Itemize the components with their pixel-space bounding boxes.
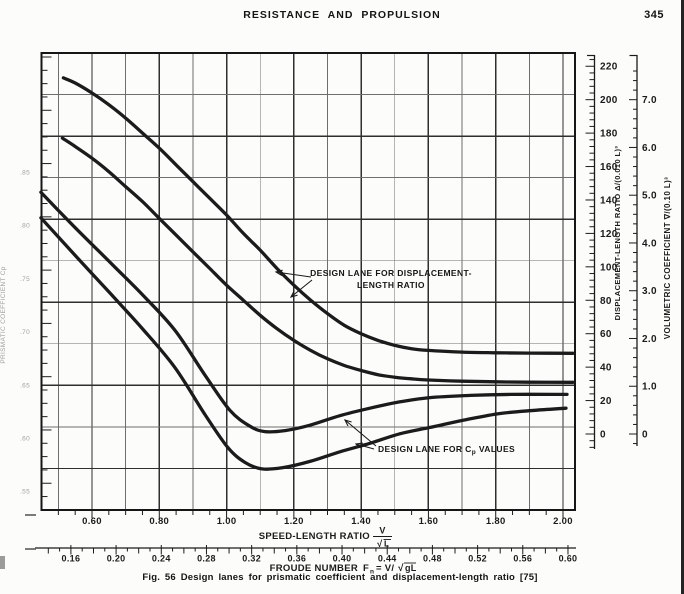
annotation-text: DESIGN LANE FOR C <box>378 444 472 454</box>
page-header-title: RESISTANCE AND PROPULSION <box>243 9 441 21</box>
x-axis-tick-label: 2.00 <box>553 516 573 527</box>
x-axis-tick-label: 1.00 <box>217 516 237 527</box>
volumetric-tick-label: 7.0 <box>642 95 657 106</box>
froude-axis: 0.16 0.20 0.24 0.28 0.32 0.36 0.40 0.44 0.48 0.52… <box>35 545 577 576</box>
figure-caption: Fig. 56 Design lanes for prismatic coeff… <box>142 572 538 583</box>
speed-length-axis: 0.60 0.80 1.00 1.20 1.40 1.60 1.80 2.00 SPEED-LE… <box>57 510 573 550</box>
radical-sign: √ <box>377 539 383 550</box>
volumetric-tick-label: 4.0 <box>642 238 657 249</box>
annotation-text: VALUES <box>476 444 516 454</box>
cp-axis-tick-label: .55 <box>20 489 30 496</box>
plot-border <box>40 52 576 511</box>
froude-tick-label: 0.56 <box>513 554 532 564</box>
cp-axis: .85 .80 .75 .70 .65 .60 .55 PRISMATIC COEFFICIE… <box>0 56 52 498</box>
cp-axis-tick-label: .75 <box>20 276 30 283</box>
displacement-tick-label: 140 <box>600 195 618 206</box>
design-lane-curves <box>39 76 575 471</box>
annotation-arrows <box>276 272 377 450</box>
scan-artifact-dash <box>25 514 36 516</box>
froude-tick-label: 0.60 <box>559 554 578 564</box>
speed-length-frac-numerator: V <box>379 526 385 536</box>
x-axis-tick-label: 1.60 <box>419 516 439 527</box>
froude-tick-label: 0.36 <box>287 554 306 564</box>
displacement-tick-label: 220 <box>600 62 618 73</box>
froude-tick-label: 0.24 <box>152 554 171 564</box>
annotation-displacement-lane: DESIGN LANE FOR DISPLACEMENT- LENGTH RAT… <box>306 267 476 292</box>
displacement-tick-label: 80 <box>600 296 612 307</box>
volumetric-tick-label: 6.0 <box>642 143 657 154</box>
volumetric-axis-title: VOLUMETRIC COEFFICIENT ∇/(0.10 L)³ <box>663 177 672 340</box>
froude-tick-label: 0.20 <box>107 554 126 564</box>
froude-tick-label: 0.40 <box>333 554 352 564</box>
displacement-axis: 220200180160140120100806040200DISPLACEME… <box>585 54 622 449</box>
displacement-tick-label: 120 <box>600 229 618 240</box>
scan-artifact-blot <box>0 556 5 569</box>
grid <box>40 52 576 511</box>
displacement-axis-title: DISPLACEMENT-LENGTH RATIO Δ/(0.010 L)³ <box>613 146 622 321</box>
curve-displacement-length-lane-upper <box>61 76 575 355</box>
radical-sign: √ <box>398 563 404 574</box>
volumetric-tick-label: 5.0 <box>642 191 657 202</box>
froude-equation: = V/ <box>376 563 394 574</box>
froude-tick-label: 0.28 <box>197 554 216 564</box>
volumetric-tick-label: 2.0 <box>642 334 657 345</box>
curve-displacement-length-lane-lower <box>60 136 575 384</box>
annotation-subscript: p <box>471 449 477 456</box>
froude-tick-label: 0.48 <box>423 554 442 564</box>
froude-tick-label: 0.16 <box>62 554 81 564</box>
radical-argument: gL <box>405 563 417 573</box>
x-axis-tick-label: 0.80 <box>149 516 169 527</box>
froude-tick-label: 0.32 <box>242 554 261 564</box>
displacement-tick-label: 180 <box>600 129 618 140</box>
annotation-line: LENGTH RATIO <box>357 280 425 291</box>
curve-cp-lane-lower <box>39 216 568 471</box>
volumetric-tick-label: 3.0 <box>642 286 657 297</box>
scan-artifact-dash <box>25 548 36 550</box>
cp-axis-tick-label: .65 <box>20 382 30 389</box>
speed-length-frac-denominator: L <box>384 539 390 549</box>
displacement-tick-label: 60 <box>600 329 612 340</box>
x-axis-tick-label: 0.60 <box>82 516 102 527</box>
froude-symbol: F <box>363 563 369 574</box>
displacement-tick-label: 100 <box>600 262 618 273</box>
displacement-tick-label: 200 <box>600 95 618 106</box>
displacement-tick-label: 20 <box>600 396 612 407</box>
displacement-tick-label: 0 <box>600 430 606 441</box>
displacement-tick-label: 160 <box>600 162 618 173</box>
froude-tick-label: 0.44 <box>378 554 397 564</box>
annotation-arrow <box>291 279 313 297</box>
x-axis-tick-label: 1.40 <box>351 516 371 527</box>
speed-length-axis-title: SPEED-LENGTH RATIO <box>259 531 370 542</box>
cp-axis-tick-label: .80 <box>20 223 30 230</box>
annotation-line: DESIGN LANE FOR DISPLACEMENT- <box>310 268 472 278</box>
scan-edge-artifact <box>681 0 684 594</box>
annotation-arrow <box>356 444 375 450</box>
froude-tick-label: 0.52 <box>468 554 487 564</box>
page-number: 345 <box>644 9 664 21</box>
volumetric-axis: 7.0 6.0 5.0 4.0 3.0 2.0 1.0 0 VOLUMETRIC COEFFIC… <box>629 54 672 446</box>
volumetric-tick-label: 1.0 <box>642 382 657 393</box>
x-axis-tick-label: 1.80 <box>486 516 506 527</box>
cp-axis-tick-label: .70 <box>20 329 30 336</box>
x-axis-tick-label: 1.20 <box>284 516 304 527</box>
cp-axis-tick-label: .85 <box>20 170 30 177</box>
annotation-arrow <box>345 420 377 447</box>
displacement-tick-label: 40 <box>600 363 612 374</box>
cp-axis-title: PRISMATIC COEFFICIENT Cp <box>0 266 7 363</box>
cp-axis-tick-label: .60 <box>20 436 30 443</box>
froude-axis-title: FROUDE NUMBER <box>270 563 358 574</box>
volumetric-tick-label: 0 <box>642 430 648 441</box>
froude-symbol-subscript: n <box>370 569 374 576</box>
annotation-arrow <box>276 272 312 278</box>
curve-cp-lane-upper <box>39 190 569 434</box>
annotation-cp-lane: DESIGN LANE FOR Cp VALUES <box>378 443 515 457</box>
